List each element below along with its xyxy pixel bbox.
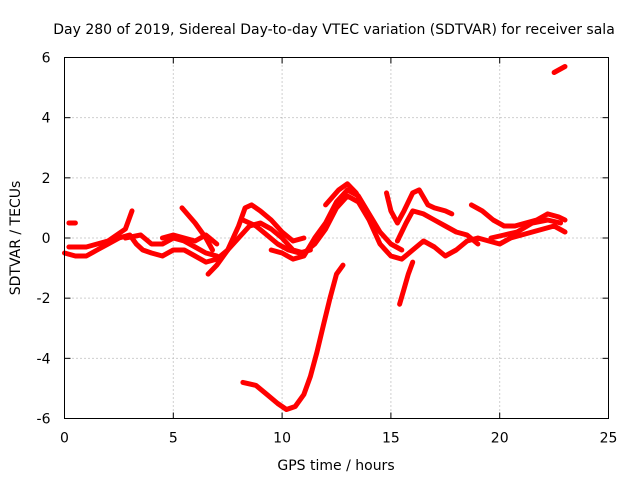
x-tick-label: 25 bbox=[600, 431, 618, 447]
series-track-g bbox=[240, 217, 313, 256]
series-track-j bbox=[384, 187, 455, 226]
x-tick-label: 5 bbox=[169, 431, 178, 447]
y-tick-label: 2 bbox=[42, 171, 51, 187]
series-track-f bbox=[205, 202, 307, 277]
x-tick-label: 15 bbox=[382, 431, 400, 447]
series-track-k bbox=[394, 208, 481, 247]
x-axis-label: GPS time / hours bbox=[277, 458, 394, 474]
y-tick-label: 6 bbox=[42, 51, 51, 67]
x-tick-labels: 0 5 10 15 20 25 bbox=[60, 431, 617, 447]
series-track-b bbox=[66, 208, 135, 250]
y-tick-labels: -6 -4 -2 0 2 4 6 bbox=[37, 51, 51, 428]
chart-title: Day 280 of 2019, Sidereal Day-to-day VTE… bbox=[53, 22, 615, 38]
y-axis-label: SDTVAR / TECUs bbox=[8, 181, 24, 296]
series-track-e bbox=[179, 205, 215, 253]
x-tick-label: 20 bbox=[491, 431, 509, 447]
series-track-n bbox=[397, 259, 416, 307]
y-tick-label: -6 bbox=[37, 412, 51, 428]
x-tick-label: 0 bbox=[60, 431, 69, 447]
y-tick-label: -4 bbox=[37, 351, 51, 367]
series-track-i bbox=[323, 181, 368, 211]
plot-frame bbox=[64, 57, 609, 419]
y-tick-label: 4 bbox=[42, 111, 51, 127]
series-track-h bbox=[268, 187, 405, 262]
x-tick-label: 10 bbox=[273, 431, 291, 447]
y-tick-label: -2 bbox=[37, 291, 51, 307]
series-track-l bbox=[468, 202, 568, 229]
y-tick-label: 0 bbox=[42, 231, 51, 247]
series-track-p bbox=[240, 262, 346, 412]
data-series bbox=[62, 64, 568, 412]
series-track-q bbox=[551, 64, 568, 75]
series-track-m bbox=[488, 217, 564, 241]
series-track-c bbox=[122, 232, 220, 259]
series-track-a bbox=[62, 193, 568, 265]
grid bbox=[64, 57, 609, 419]
